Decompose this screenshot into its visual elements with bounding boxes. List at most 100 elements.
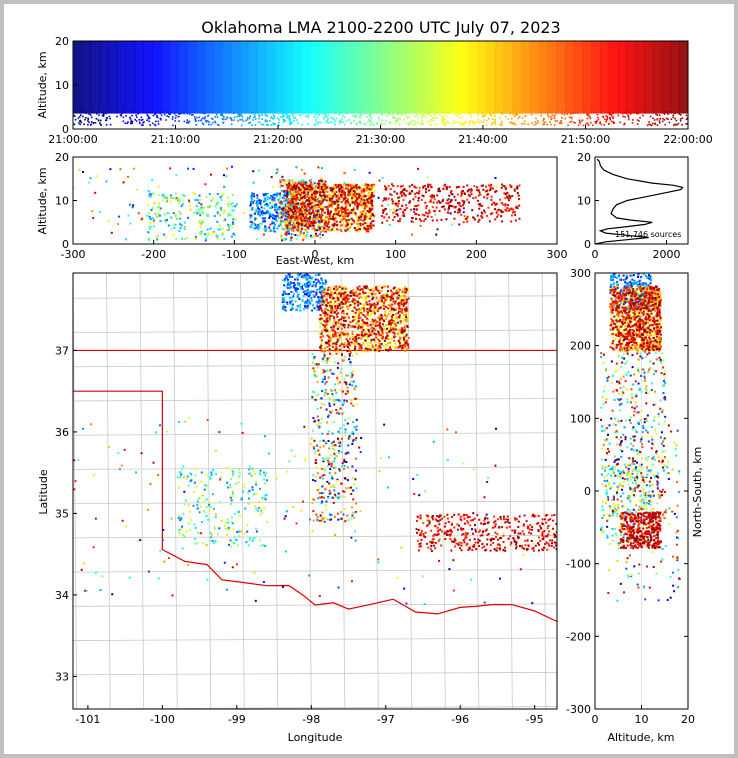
time-altitude-source-point [586,122,589,124]
ew-altitude-source-point [198,221,201,224]
ew-altitude-source-point [326,217,329,220]
ew-altitude-source-point [363,226,366,229]
ew-altitude-source-point [314,195,317,198]
ew-altitude-source-point [293,214,296,217]
plan-view-source-point [288,283,291,286]
ew-altitude-source-point [205,237,208,240]
time-altitude-source-point [462,122,464,124]
plan-view-source-point [330,303,333,306]
ew-altitude-source-point [363,218,366,221]
time-altitude-source-point [237,113,240,116]
time-altitude-source-point [73,114,75,117]
plan-view-source-point [289,276,292,279]
time-altitude-source-point [489,112,491,115]
ew-altitude-source-point [192,167,195,170]
plan-view-source-point [317,302,320,305]
ew-altitude-source-point [198,194,201,197]
time-altitude-source-point [273,116,276,119]
time-altitude-source-point [560,110,563,113]
plan-view-source-point [379,329,382,332]
plan-view-source-point [319,319,322,322]
ew-altitude-source-point [362,189,365,192]
ew-altitude-source-point [339,192,342,195]
time-altitude-source-point [126,122,129,125]
plan-view-source-point [291,275,294,278]
ew-altitude-source-point [205,195,208,198]
ew-altitude-source-point [445,186,448,189]
ew-altitude-source-point [263,212,266,215]
time-altitude-density-column [73,41,83,114]
ew-altitude-source-point [472,197,475,200]
time-altitude-source-point [493,115,496,117]
plan-view-source-point [322,439,325,442]
plan-view-source-point [322,360,325,363]
ew-altitude-source-point [320,202,323,205]
county-boundary-line [139,273,145,709]
ew-altitude-source-point [500,209,503,212]
ew-altitude-source-point [181,237,184,240]
time-altitude-source-point [258,114,260,116]
ew-altitude-source-point [327,221,330,224]
ew-altitude-source-point [304,235,307,238]
time-altitude-source-point [148,120,150,123]
time-altitude-source-point [483,113,486,116]
plan-view-source-point [372,312,375,315]
ew-altitude-source-point [344,206,347,209]
ew-altitude-source-point [295,237,298,240]
ew-altitude-source-point [272,227,275,230]
plan-view-source-point [328,331,331,334]
time-altitude-source-point [130,121,132,123]
ew-altitude-source-point [400,194,403,197]
time-altitude-source-point [174,120,176,122]
time-altitude-source-point [446,120,449,123]
ew-altitude-source-point [179,227,182,230]
ew-altitude-source-point [302,192,305,195]
ew-altitude-source-point [373,215,376,218]
ew-altitude-source-point [334,214,337,217]
ew-altitude-source-point [370,215,373,218]
ew-altitude-source-point [366,198,369,201]
ew-altitude-source-point [367,225,370,228]
ew-altitude-source-point [254,209,257,212]
ew-altitude-source-point [352,184,355,187]
ew-altitude-source-point [316,203,319,206]
time-altitude-source-point [82,115,84,118]
plan-view-source-point [316,444,319,447]
ew-altitude-source-point [458,223,461,226]
plan-view-source-point [376,347,379,350]
ew-altitude-source-point [287,230,290,233]
plan-view-source-point [244,532,247,535]
plan-view-source-point [351,384,354,387]
time-altitude-source-point [602,116,605,119]
plan-view-source-point [368,344,371,347]
time-altitude-source-point [686,117,688,119]
ew-altitude-source-point [285,221,288,224]
ew-altitude-source-point [276,192,279,195]
time-altitude-source-point [483,115,485,118]
ew-altitude-source-point [368,195,371,198]
time-altitude-source-point [106,117,109,119]
time-altitude-source-point [510,111,512,114]
ew-altitude-source-point [266,198,269,201]
time-altitude-source-point [605,120,607,123]
plan-view-source-point [292,285,295,288]
ew-altitude-source-point [299,183,302,186]
ew-altitude-source-point [466,198,469,201]
ew-altitude-source-point [359,218,362,221]
ew-altitude-source-point [367,198,370,201]
ew-altitude-source-point [286,186,289,189]
plan-view-source-point [405,602,408,605]
ew-altitude-source-point [484,211,487,214]
plan-view-source-point [324,279,327,282]
time-altitude-source-point [486,119,488,122]
plan-view-source-point [324,301,327,304]
time-altitude-source-point [324,113,326,115]
time-altitude-source-point [606,111,609,114]
plan-view-source-point [289,300,292,303]
ew-altitude-source-point [381,211,384,214]
time-altitude-source-point [262,123,265,126]
plan-view-source-point [311,276,314,279]
plan-view-source-point [306,288,309,291]
ew-altitude-source-point [389,193,392,196]
time-altitude-source-point [226,116,229,119]
